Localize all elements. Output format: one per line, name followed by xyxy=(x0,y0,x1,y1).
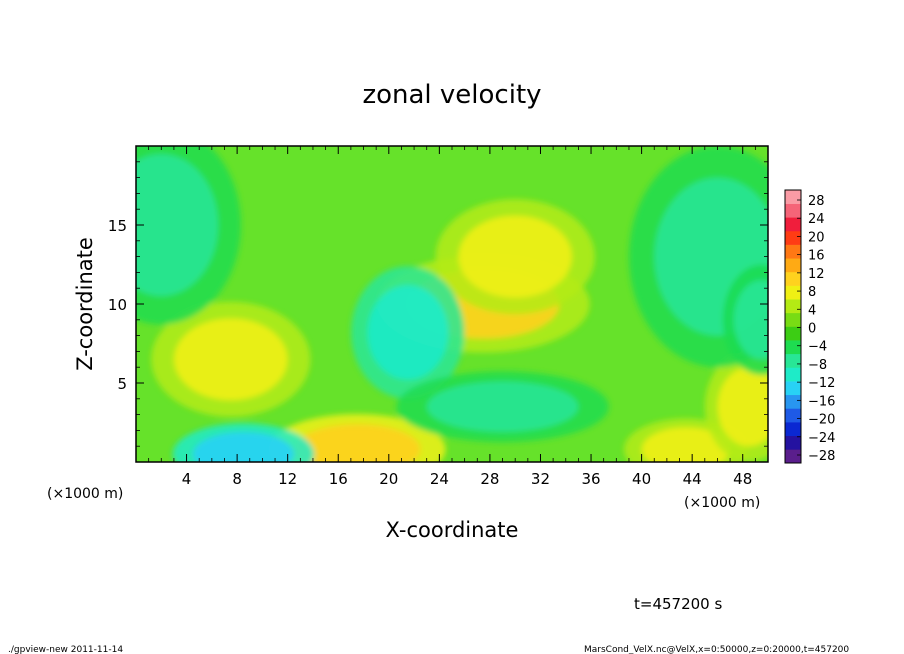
x-tick-label: 8 xyxy=(232,470,242,488)
colorbar-segment xyxy=(785,312,801,327)
heatmap-feature xyxy=(192,431,294,462)
colorbar-segment xyxy=(785,258,801,273)
colorbar-segment xyxy=(785,435,801,450)
x-units-left: (×1000 m) xyxy=(47,486,123,502)
x-axis: 4 8 12 16 20 24 28 32 36 40 44 48 xyxy=(148,146,756,488)
colorbar-label: 20 xyxy=(808,230,825,245)
colorbar-label: −16 xyxy=(808,394,835,409)
heatmap-feature xyxy=(173,318,288,401)
y-tick-label: 15 xyxy=(108,217,127,235)
x-tick-label: 40 xyxy=(632,470,651,488)
heatmap-feature xyxy=(294,424,421,462)
colorbar-segment xyxy=(785,326,801,341)
colorbar-segment xyxy=(785,367,801,382)
colorbar-label: −12 xyxy=(808,376,835,391)
colorbar-label: −20 xyxy=(808,413,835,428)
source-label: MarsCond_VelX.nc@VelX,x=0:50000,z=0:2000… xyxy=(584,645,849,654)
colorbar-segment xyxy=(785,203,801,218)
colorbar-label: 8 xyxy=(808,285,816,300)
plot-area xyxy=(136,146,768,462)
colorbar-labels: 28 24 20 16 12 8 4 0 −4 −8 −12 −16 −20 −24 −28 xyxy=(797,194,835,464)
heatmap-feature xyxy=(641,427,731,462)
heatmap-feature xyxy=(426,381,579,432)
colorbar-segment xyxy=(785,244,801,259)
heatmap-feature xyxy=(136,153,219,297)
colorbar-segment xyxy=(785,299,801,314)
colorbar-segment xyxy=(785,217,801,232)
colorbar-label: 4 xyxy=(808,303,816,318)
colorbar-frame xyxy=(784,189,802,464)
colorbar-segment xyxy=(785,190,801,204)
y-tick-label: 5 xyxy=(117,375,127,393)
colorbar-segment xyxy=(785,230,801,245)
colorbar-segment xyxy=(785,381,801,396)
colorbar-label: −8 xyxy=(808,358,827,373)
colorbar-label: −4 xyxy=(808,340,827,355)
heatmap-feature xyxy=(733,280,768,360)
colorbar-segment xyxy=(785,340,801,355)
x-tick-label: 32 xyxy=(531,470,550,488)
y-tick-label: 10 xyxy=(108,296,127,314)
colorbar-segment xyxy=(785,353,801,368)
x-tick-label: 44 xyxy=(683,470,702,488)
y-axis: 5 10 15 xyxy=(108,161,768,447)
x-axis-label: X-coordinate xyxy=(386,518,519,542)
colorbar-segment xyxy=(785,422,801,436)
x-tick-label: 36 xyxy=(581,470,600,488)
colorbar-label: 16 xyxy=(808,249,825,264)
heatmap-feature xyxy=(717,367,768,447)
colorbar-segment xyxy=(785,449,801,464)
x-tick-label: 4 xyxy=(182,470,192,488)
program-label: ./gpview-new 2011-11-14 xyxy=(8,645,123,654)
colorbar-label: 28 xyxy=(808,194,825,209)
colorbar xyxy=(784,189,802,464)
colorbar-label: −24 xyxy=(808,431,835,446)
x-tick-label: 24 xyxy=(430,470,449,488)
colorbar-segment xyxy=(785,271,801,286)
colorbar-label: −28 xyxy=(808,449,835,464)
colorbar-segment xyxy=(785,408,801,423)
chart-title: zonal velocity xyxy=(362,80,541,110)
colorbar-label: 0 xyxy=(808,322,816,337)
x-units-right: (×1000 m) xyxy=(684,495,760,511)
colorbar-label: 24 xyxy=(808,212,825,227)
x-tick-label: 48 xyxy=(733,470,752,488)
x-tick-label: 20 xyxy=(379,470,398,488)
x-tick-label: 16 xyxy=(329,470,348,488)
heatmap-feature xyxy=(458,215,573,298)
y-axis-label: Z-coordinate xyxy=(73,237,97,371)
heatmap-field xyxy=(136,146,768,462)
colorbar-segment xyxy=(785,394,801,409)
colorbar-label: 12 xyxy=(808,267,825,282)
x-tick-label: 28 xyxy=(480,470,499,488)
x-tick-label: 12 xyxy=(278,470,297,488)
time-label: t=457200 s xyxy=(634,595,722,613)
heatmap-feature xyxy=(367,285,449,380)
colorbar-segment xyxy=(785,285,801,300)
